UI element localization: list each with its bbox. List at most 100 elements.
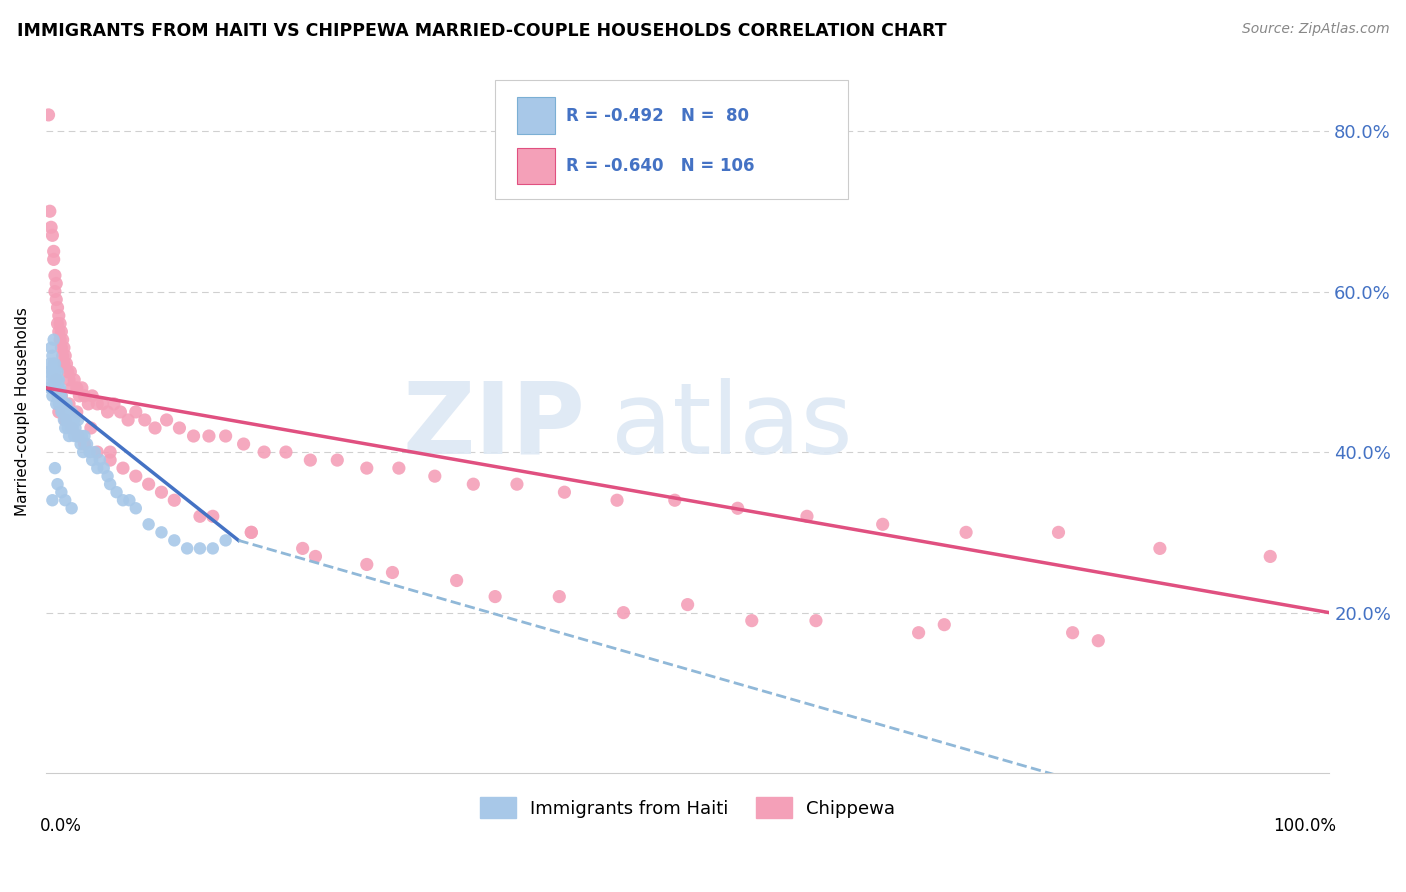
Point: [198, 429, 221, 443]
Point: [44, 365, 66, 379]
Point: [463, 477, 485, 491]
Point: [41, 389, 63, 403]
Point: [907, 625, 929, 640]
Text: atlas: atlas: [610, 378, 852, 475]
Point: [48, 373, 70, 387]
Point: [49, 389, 72, 403]
Point: [138, 517, 160, 532]
Point: [58, 397, 80, 411]
Text: 0.0%: 0.0%: [39, 816, 82, 835]
Point: [42, 357, 65, 371]
Point: [274, 445, 297, 459]
Point: [304, 549, 326, 564]
Point: [73, 429, 96, 443]
Bar: [517, 148, 555, 184]
Point: [1087, 633, 1109, 648]
Point: [214, 533, 236, 548]
Point: [86, 445, 108, 459]
Point: [56, 365, 79, 379]
Text: R = -0.640   N = 106: R = -0.640 N = 106: [565, 157, 754, 175]
Text: IMMIGRANTS FROM HAITI VS CHIPPEWA MARRIED-COUPLE HOUSEHOLDS CORRELATION CHART: IMMIGRANTS FROM HAITI VS CHIPPEWA MARRIE…: [17, 22, 946, 40]
Point: [52, 413, 75, 427]
Text: 100.0%: 100.0%: [1272, 816, 1336, 835]
Point: [49, 333, 72, 347]
Point: [59, 413, 82, 427]
Point: [55, 357, 77, 371]
Point: [46, 365, 69, 379]
Point: [77, 397, 100, 411]
Point: [214, 429, 236, 443]
Point: [356, 461, 378, 475]
Point: [44, 381, 66, 395]
Point: [52, 333, 75, 347]
Point: [60, 421, 83, 435]
Point: [53, 493, 76, 508]
Point: [934, 617, 956, 632]
Point: [55, 413, 77, 427]
Point: [67, 429, 90, 443]
Point: [82, 389, 104, 403]
Point: [38, 357, 60, 371]
Point: [58, 429, 80, 443]
Point: [97, 469, 120, 483]
Point: [52, 405, 75, 419]
Point: [183, 429, 205, 443]
Point: [169, 421, 191, 435]
Point: [150, 485, 173, 500]
Point: [89, 453, 111, 467]
Point: [60, 421, 83, 435]
Point: [1047, 525, 1070, 540]
Point: [796, 509, 818, 524]
Point: [53, 349, 76, 363]
Point: [41, 349, 63, 363]
Point: [41, 493, 63, 508]
Point: [125, 405, 148, 419]
Point: [1149, 541, 1171, 556]
Point: [741, 614, 763, 628]
Point: [41, 228, 63, 243]
Point: [51, 325, 73, 339]
Point: [188, 541, 211, 556]
Point: [52, 341, 75, 355]
Point: [381, 566, 404, 580]
Point: [506, 477, 529, 491]
Point: [48, 381, 70, 395]
Point: [49, 397, 72, 411]
Point: [63, 413, 86, 427]
Point: [872, 517, 894, 532]
Point: [1258, 549, 1281, 564]
Point: [46, 301, 69, 315]
Point: [93, 461, 115, 475]
Point: [38, 381, 60, 395]
Point: [73, 389, 96, 403]
Point: [38, 108, 60, 122]
Point: [67, 429, 90, 443]
Point: [51, 389, 73, 403]
Point: [51, 389, 73, 403]
Point: [39, 341, 62, 355]
Point: [67, 389, 90, 403]
Point: [62, 421, 84, 435]
Point: [955, 525, 977, 540]
Point: [48, 397, 70, 411]
Point: [44, 285, 66, 299]
Point: [446, 574, 468, 588]
Point: [59, 365, 82, 379]
Point: [299, 453, 322, 467]
Point: [388, 461, 411, 475]
Point: [66, 429, 89, 443]
Point: [60, 501, 83, 516]
Point: [98, 453, 121, 467]
Point: [48, 405, 70, 419]
Point: [91, 397, 114, 411]
Point: [42, 373, 65, 387]
Point: [125, 501, 148, 516]
Point: [70, 381, 93, 395]
Point: [155, 413, 177, 427]
Point: [612, 606, 634, 620]
Point: [423, 469, 446, 483]
Point: [134, 413, 156, 427]
Point: [143, 421, 166, 435]
Point: [118, 493, 141, 508]
Point: [253, 445, 276, 459]
